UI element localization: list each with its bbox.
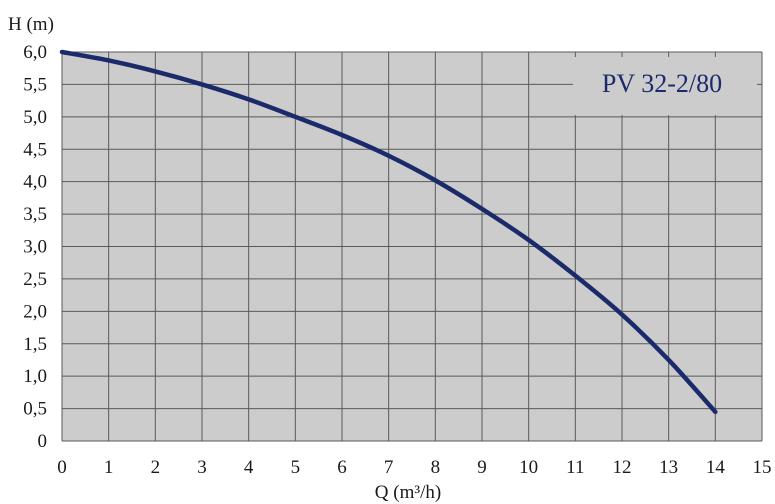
x-tick-label: 0 <box>57 457 67 478</box>
y-tick-label: 0,5 <box>23 399 47 420</box>
y-tick-label: 3,0 <box>23 237 47 258</box>
model-label: PV 32-2/80 <box>602 69 722 98</box>
y-tick-label: 6,0 <box>23 42 47 63</box>
x-tick-label: 9 <box>477 457 487 478</box>
y-tick-labels: 0 0,5 1,0 1,5 2,0 2,5 3,0 3,5 4,0 4,5 5,0 5,5 6,0 <box>23 42 47 452</box>
x-tick-label: 2 <box>151 457 161 478</box>
y-tick-label: 2,0 <box>23 301 47 322</box>
x-tick-label: 6 <box>337 457 347 478</box>
grid <box>61 51 763 442</box>
x-tick-label: 1 <box>104 457 114 478</box>
x-tick-label: 3 <box>197 457 207 478</box>
x-tick-label: 11 <box>566 457 584 478</box>
x-axis-label: Q (m³/h) <box>375 482 441 503</box>
y-tick-label: 4,5 <box>23 139 47 160</box>
y-tick-label: 5,0 <box>23 107 47 128</box>
x-tick-labels: 0 1 2 3 4 5 6 7 8 9 10 11 12 13 14 15 <box>57 457 771 478</box>
x-tick-label: 12 <box>613 457 632 478</box>
x-tick-label: 4 <box>244 457 254 478</box>
y-tick-label: 1,0 <box>23 366 47 387</box>
x-tick-label: 15 <box>753 457 772 478</box>
y-axis-label: H (m) <box>8 14 54 35</box>
y-tick-label: 3,5 <box>23 204 47 225</box>
series-line <box>59 49 718 415</box>
y-tick-label: 0 <box>38 431 48 452</box>
x-tick-label: 10 <box>519 457 538 478</box>
x-tick-label: 7 <box>384 457 394 478</box>
y-tick-label: 1,5 <box>23 334 47 355</box>
y-tick-label: 5,5 <box>23 74 47 95</box>
y-tick-label: 2,5 <box>23 269 47 290</box>
x-tick-label: 13 <box>659 457 678 478</box>
x-tick-label: 8 <box>431 457 441 478</box>
x-tick-label: 14 <box>706 457 726 478</box>
y-tick-label: 4,0 <box>23 172 47 193</box>
model-label-bg <box>573 57 757 115</box>
x-tick-label: 5 <box>291 457 301 478</box>
